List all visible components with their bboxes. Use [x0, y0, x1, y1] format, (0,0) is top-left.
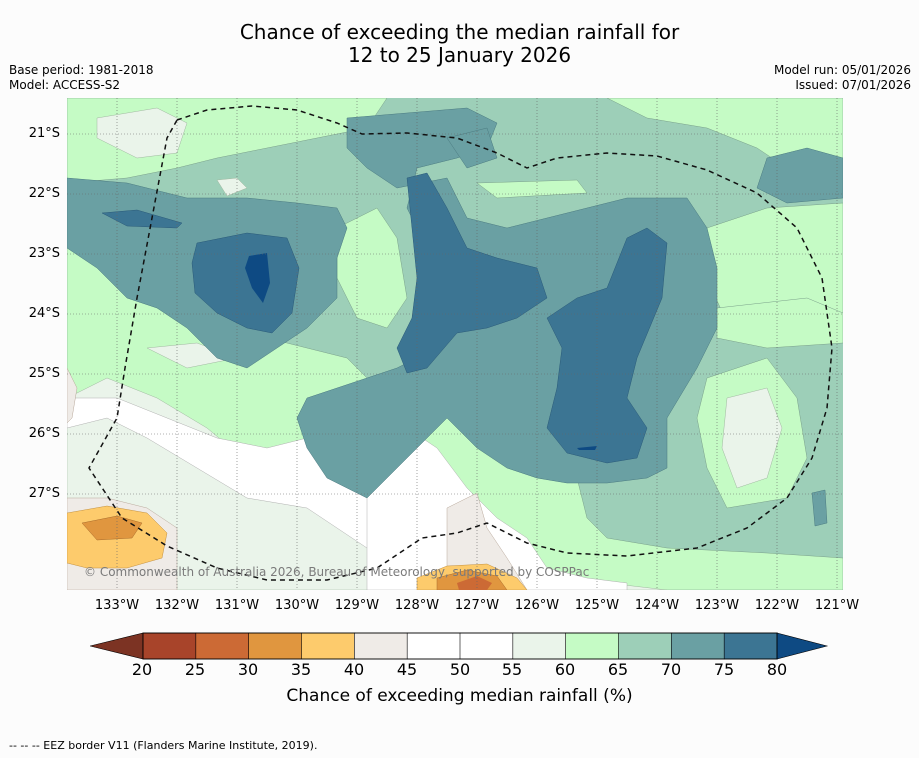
grid-lines: [67, 98, 843, 590]
colorbar-segment-60-65: [565, 632, 620, 660]
model-run: Model run: 05/01/2026: [773, 63, 911, 77]
lat-tick-22s: 22°S: [28, 186, 60, 201]
colorbar-label-25: 25: [184, 660, 206, 679]
colorbar-under-arrow: [90, 632, 144, 660]
lon-tick-130w: 130°W: [274, 598, 320, 613]
dark-orange-area: [457, 576, 492, 590]
colorbar-label-45: 45: [396, 660, 418, 679]
colorbar-label-65: 65: [607, 660, 629, 679]
lon-tick-121w: 121°W: [814, 598, 860, 613]
colorbar-segment-20-25: [142, 632, 197, 660]
colorbar-label-75: 75: [713, 660, 735, 679]
colorbar-segment-55-60: [512, 632, 567, 660]
colorbar: [90, 632, 829, 660]
colorbar-over-arrow: [776, 632, 829, 660]
eez-footnote: -- -- -- EEZ border V11 (Flanders Marine…: [9, 739, 318, 752]
lat-tick-24s: 24°S: [28, 306, 60, 321]
colorbar-label-55: 55: [501, 660, 523, 679]
colorbar-label-70: 70: [660, 660, 682, 679]
model-name: Model: ACCESS-S2: [9, 78, 121, 92]
map-title-line1: Chance of exceeding the median rainfall …: [239, 20, 680, 44]
lon-tick-125w: 125°W: [574, 598, 620, 613]
darkest-speck: [577, 446, 597, 450]
lon-tick-126w: 126°W: [514, 598, 560, 613]
rainfall-map: [67, 98, 843, 590]
copyright-notice: © Commonwealth of Australia 2026, Bureau…: [84, 565, 590, 579]
lat-tick-21s: 21°S: [28, 126, 60, 141]
colorbar-segment-75-80: [723, 632, 778, 660]
colorbar-label-30: 30: [237, 660, 259, 679]
lon-tick-128w: 128°W: [394, 598, 440, 613]
lat-tick-27s: 27°S: [28, 486, 60, 501]
colorbar-segment-65-70: [618, 632, 673, 660]
eez-border: [88, 105, 833, 581]
meta-left: Base period: 1981-2018 Model: ACCESS-S2: [9, 63, 154, 93]
colorbar-title: Chance of exceeding median rainfall (%): [286, 686, 633, 706]
lon-tick-132w: 132°W: [154, 598, 200, 613]
lon-tick-133w: 133°W: [94, 598, 140, 613]
issued-date: Issued: 07/01/2026: [795, 78, 911, 92]
lon-tick-124w: 124°W: [634, 598, 680, 613]
colorbar-label-80: 80: [766, 660, 788, 679]
lon-tick-123w: 123°W: [694, 598, 740, 613]
colorbar-segments: [142, 632, 778, 660]
white-areas: [67, 397, 628, 590]
colorbar-label-40: 40: [343, 660, 365, 679]
colorbar-segment-70-75: [671, 632, 725, 660]
colorbar-label-35: 35: [290, 660, 312, 679]
colorbar-segment-25-30: [195, 632, 250, 660]
darkest-area: [245, 253, 270, 303]
colorbar-segment-35-40: [301, 632, 356, 660]
colorbar-segment-50-55: [459, 632, 514, 660]
lon-tick-127w: 127°W: [454, 598, 500, 613]
map-title-line2: 12 to 25 January 2026: [347, 43, 572, 67]
colorbar-segment-40-45: [354, 632, 408, 660]
meta-right: Model run: 05/01/2026 Issued: 07/01/2026: [774, 63, 911, 93]
colorbar-segment-30-35: [248, 632, 303, 660]
colorbar-label-50: 50: [449, 660, 471, 679]
lat-tick-25s: 25°S: [28, 366, 60, 381]
colorbar-frame: [142, 632, 778, 660]
colorbar-label-20: 20: [131, 660, 153, 679]
lon-tick-122w: 122°W: [754, 598, 800, 613]
colorbar-label-60: 60: [554, 660, 576, 679]
lon-tick-131w: 131°W: [214, 598, 260, 613]
lon-tick-129w: 129°W: [334, 598, 380, 613]
colorbar-segment-45-50: [406, 632, 461, 660]
pale-green-areas: [67, 107, 783, 590]
lat-tick-23s: 23°S: [28, 246, 60, 261]
base-period: Base period: 1981-2018: [9, 63, 154, 77]
lat-tick-26s: 26°S: [28, 426, 60, 441]
blue-areas: [101, 172, 668, 464]
